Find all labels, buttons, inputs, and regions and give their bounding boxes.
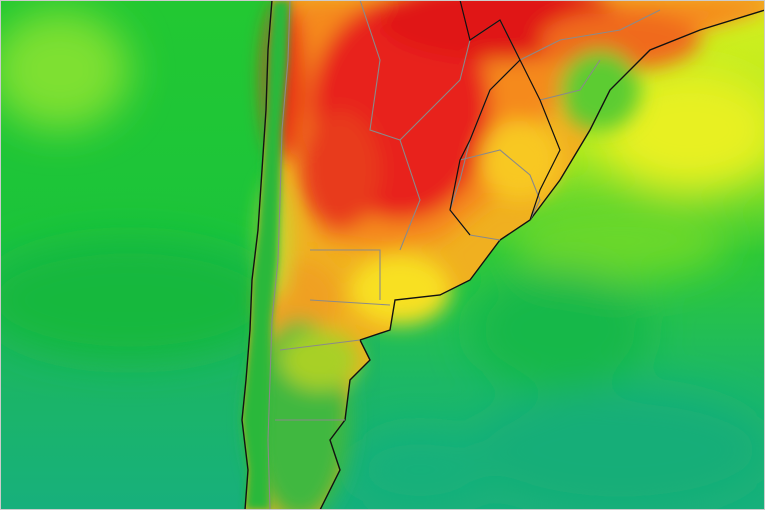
- national-borders: [449, 0, 561, 236]
- pacific-coastline: [241, 0, 273, 510]
- chile-strip: [242, 0, 290, 510]
- ocean-shading: [0, 10, 765, 510]
